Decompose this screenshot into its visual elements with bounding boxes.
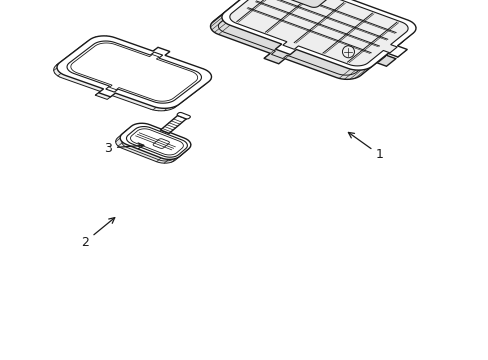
Text: 1: 1 <box>347 132 383 162</box>
Polygon shape <box>177 112 190 119</box>
Polygon shape <box>122 130 183 161</box>
Polygon shape <box>222 0 415 70</box>
Polygon shape <box>120 123 190 159</box>
Polygon shape <box>210 0 404 79</box>
Text: 3: 3 <box>104 141 143 154</box>
Polygon shape <box>71 43 197 101</box>
Polygon shape <box>63 44 198 106</box>
Polygon shape <box>115 127 186 163</box>
Text: 2: 2 <box>81 218 115 248</box>
Polygon shape <box>272 0 327 7</box>
Polygon shape <box>229 0 407 66</box>
Polygon shape <box>218 0 396 75</box>
Polygon shape <box>54 39 208 111</box>
Polygon shape <box>126 127 187 157</box>
Polygon shape <box>160 116 186 133</box>
Polygon shape <box>67 41 201 103</box>
Polygon shape <box>57 36 211 108</box>
